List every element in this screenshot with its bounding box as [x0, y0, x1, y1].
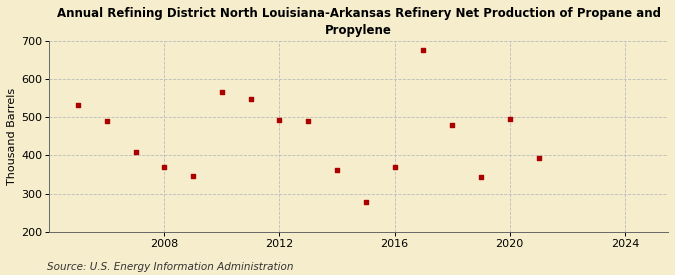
Point: [188, 174, 198, 178]
Point: [245, 97, 256, 101]
Point: [476, 175, 487, 180]
Title: Annual Refining District North Louisiana-Arkansas Refinery Net Production of Pro: Annual Refining District North Louisiana…: [57, 7, 661, 37]
Point: [360, 200, 371, 204]
Point: [73, 103, 84, 107]
Point: [504, 117, 515, 121]
Point: [303, 119, 314, 123]
Point: [447, 123, 458, 127]
Text: Source: U.S. Energy Information Administration: Source: U.S. Energy Information Administ…: [47, 262, 294, 272]
Point: [418, 48, 429, 52]
Point: [389, 165, 400, 169]
Point: [331, 167, 342, 172]
Point: [159, 165, 169, 169]
Point: [217, 89, 227, 94]
Point: [101, 119, 112, 123]
Point: [274, 118, 285, 123]
Point: [533, 156, 544, 160]
Point: [130, 149, 141, 154]
Y-axis label: Thousand Barrels: Thousand Barrels: [7, 88, 17, 185]
